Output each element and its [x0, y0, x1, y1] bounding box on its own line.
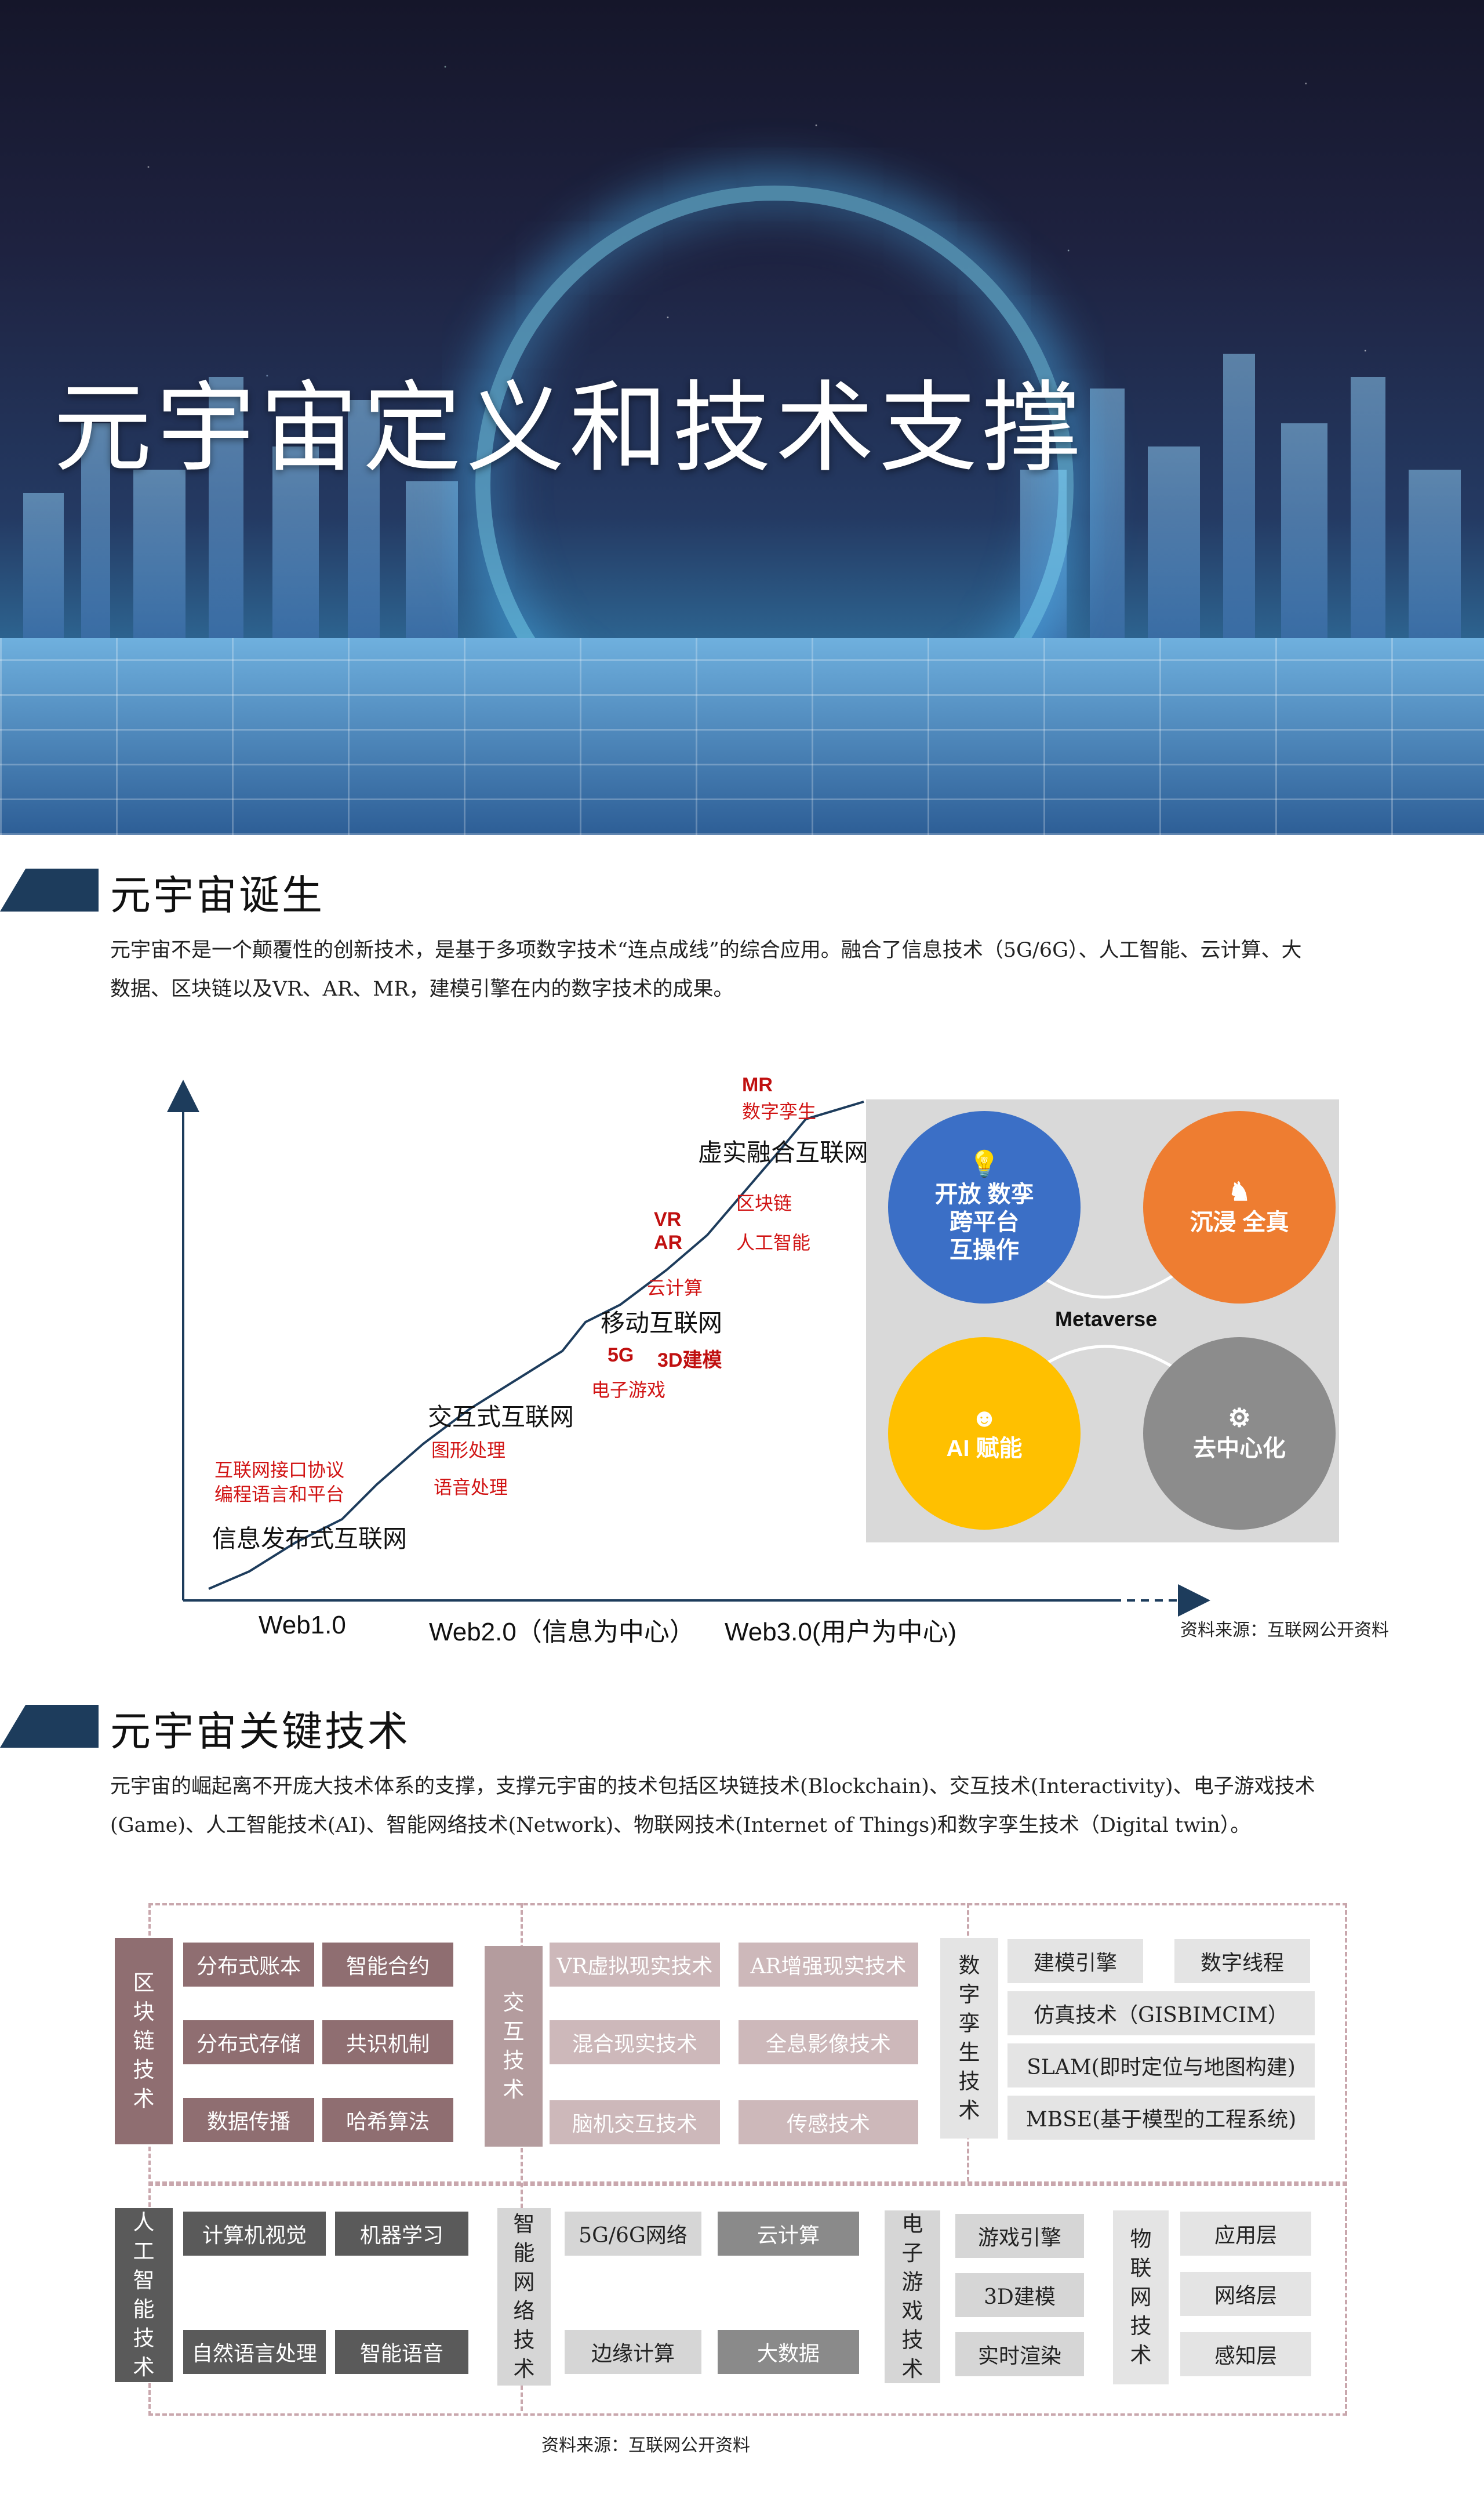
category-label: 交互技术 — [503, 1990, 525, 2102]
tech-pill: 数据传播 — [183, 2098, 314, 2142]
metaverse-panel: 💡 开放 数孪 跨平台 互操作 ♞ 沉浸 全真 ☻ AI 赋能 ⚙ 去中心化 Met… — [866, 1099, 1339, 1542]
tech-pill: 仿真技术（GISBIMCIM） — [1007, 1991, 1315, 2035]
metaverse-item-label: 沉浸 全真 — [1190, 1210, 1289, 1235]
metaverse-item-label: 去中心化 — [1193, 1436, 1286, 1461]
tech-pill: 分布式账本 — [183, 1943, 314, 1987]
metaverse-open-circle: 💡 开放 数孪 跨平台 互操作 — [888, 1111, 1081, 1304]
tech-pill: 脑机交互技术 — [550, 2100, 720, 2144]
section-title-tech: 元宇宙关键技术 — [110, 1708, 410, 1755]
tech-pill: 网络层 — [1180, 2272, 1311, 2316]
city-skyline — [0, 319, 1484, 644]
metaverse-immersive-circle: ♞ 沉浸 全真 — [1143, 1111, 1336, 1304]
tech-pill: 建模引擎 — [1007, 1939, 1143, 1983]
grid-floor — [0, 638, 1484, 835]
tech-pill: AR增强现实技术 — [739, 1943, 918, 1987]
brain-icon: ☻ — [970, 1404, 998, 1432]
tech-pill: VR虚拟现实技术 — [550, 1943, 720, 1987]
paragraph-line: (Game)、人工智能技术(AI)、智能网络技术(Network)、物联网技术(… — [110, 1814, 1251, 1837]
category-label: 区块链技术 — [133, 1970, 155, 2111]
annotation: 区块链 — [736, 1192, 792, 1214]
chart-source: 资料来源：互联网公开资料 — [1180, 1620, 1389, 1640]
annotation: 电子游戏 — [591, 1379, 666, 1401]
metaverse-decentral-circle: ⚙ 去中心化 — [1143, 1337, 1336, 1530]
tech-pill: 全息影像技术 — [739, 2020, 918, 2064]
annotation: VR — [654, 1208, 682, 1230]
section-title-birth: 元宇宙诞生 — [110, 872, 325, 919]
stage-label: 虚实融合互联网 — [698, 1138, 869, 1167]
lightbulb-icon: 💡 — [968, 1150, 1001, 1178]
tech-pill: 3D建模 — [955, 2273, 1084, 2317]
category-digital-twin: 数字孪生技术 — [940, 1938, 998, 2139]
category-label: 智能网络技术 — [513, 2212, 535, 2381]
x-tick-label: Web2.0（信息为中心） — [429, 1618, 695, 1646]
tech-pill: 智能合约 — [322, 1943, 453, 1987]
tech-pill: 实时渲染 — [955, 2332, 1084, 2376]
tech-pill: 分布式存储 — [183, 2020, 314, 2064]
stage-label: 交互式互联网 — [428, 1403, 574, 1431]
section-marker — [0, 869, 99, 912]
annotation: 3D建模 — [657, 1349, 722, 1371]
tech-pill: 哈希算法 — [322, 2098, 453, 2142]
annotation: 人工智能 — [736, 1232, 811, 1254]
tech-pill: SLAM(即时定位与地图构建) — [1007, 2043, 1315, 2088]
x-tick-label: Web3.0(用户为中心) — [725, 1618, 957, 1646]
stage-label: 信息发布式互联网 — [212, 1524, 408, 1553]
annotation: 数字孪生 — [742, 1101, 817, 1123]
dashed-divider — [521, 1903, 523, 2411]
annotation: 互联网接口协议 — [214, 1459, 345, 1481]
category-label: 物联网技术 — [1130, 2227, 1152, 2368]
annotation: MR — [742, 1074, 773, 1096]
section-paragraph-tech: 元宇宙的崛起离不开庞大技术体系的支撑，支撑元宇宙的技术包括区块链技术(Block… — [110, 1767, 1484, 1845]
tech-pill: 自然语言处理 — [183, 2330, 326, 2374]
annotation: 5G — [608, 1344, 634, 1366]
tech-pill: 游戏引擎 — [955, 2214, 1084, 2258]
tech-pill: 感知层 — [1180, 2332, 1311, 2376]
chess-knight-icon: ♞ — [1228, 1178, 1251, 1206]
metaverse-item-label: 开放 数孪 跨平台 互操作 — [934, 1182, 1034, 1263]
tech-pill: 大数据 — [718, 2330, 859, 2374]
growth-line — [208, 1101, 864, 1590]
category-game: 电子游戏技术 — [885, 2210, 940, 2383]
tech-pill: 数字线程 — [1174, 1939, 1310, 1983]
metaverse-center-label: Metaverse — [1055, 1307, 1158, 1331]
annotation: AR — [654, 1232, 683, 1254]
stage-label: 移动互联网 — [601, 1309, 723, 1337]
category-ai: 人工智能技术 — [115, 2208, 173, 2382]
category-interaction: 交互技术 — [485, 1946, 543, 2147]
category-network: 智能网络技术 — [497, 2208, 551, 2386]
tech-pill: 计算机视觉 — [183, 2212, 326, 2256]
tech-pill: 传感技术 — [739, 2100, 918, 2144]
category-label: 人工智能技术 — [133, 2210, 155, 2380]
metaverse-ai-circle: ☻ AI 赋能 — [888, 1337, 1081, 1530]
tech-pill: 机器学习 — [335, 2212, 468, 2256]
tech-pill: MBSE(基于模型的工程系统) — [1007, 2096, 1315, 2140]
annotation: 编程语言和平台 — [214, 1483, 345, 1505]
annotation: 云计算 — [647, 1277, 703, 1299]
evolution-chart — [167, 1080, 1210, 1617]
tech-pill: 5G/6G网络 — [565, 2212, 701, 2256]
paragraph-line: 元宇宙不是一个颠覆性的创新技术，是基于多项数字技术“连点成线”的综合应用。融合了… — [110, 939, 1302, 962]
paragraph-line: 数据、区块链以及VR、AR、MR，建模引擎在内的数字技术的成果。 — [110, 978, 734, 1001]
category-iot: 物联网技术 — [1113, 2210, 1169, 2384]
diagram-source: 资料来源：互联网公开资料 — [541, 2435, 750, 2456]
paragraph-line: 元宇宙的崛起离不开庞大技术体系的支撑，支撑元宇宙的技术包括区块链技术(Block… — [110, 1775, 1315, 1798]
tech-pill: 应用层 — [1180, 2212, 1311, 2256]
tech-pill: 共识机制 — [322, 2020, 453, 2064]
hero-banner — [0, 0, 1484, 835]
x-tick-label: Web1.0 — [259, 1611, 346, 1639]
metaverse-item-label: AI 赋能 — [946, 1436, 1023, 1461]
annotation: 语音处理 — [434, 1476, 508, 1498]
tech-pill: 智能语音 — [335, 2330, 468, 2374]
category-blockchain: 区块链技术 — [115, 1938, 173, 2144]
section-paragraph-birth: 元宇宙不是一个颠覆性的创新技术，是基于多项数字技术“连点成线”的综合应用。融合了… — [110, 931, 1484, 1009]
gears-icon: ⚙ — [1228, 1404, 1251, 1432]
annotation: 图形处理 — [431, 1439, 506, 1461]
tech-pill: 边缘计算 — [565, 2330, 701, 2374]
section-marker — [0, 1705, 99, 1748]
category-label: 数字孪生技术 — [958, 1953, 980, 2123]
tech-pill: 混合现实技术 — [550, 2020, 720, 2064]
category-label: 电子游戏技术 — [901, 2212, 923, 2381]
page-title: 元宇宙定义和技术支撑 — [53, 371, 1086, 486]
tech-pill: 云计算 — [718, 2212, 859, 2256]
